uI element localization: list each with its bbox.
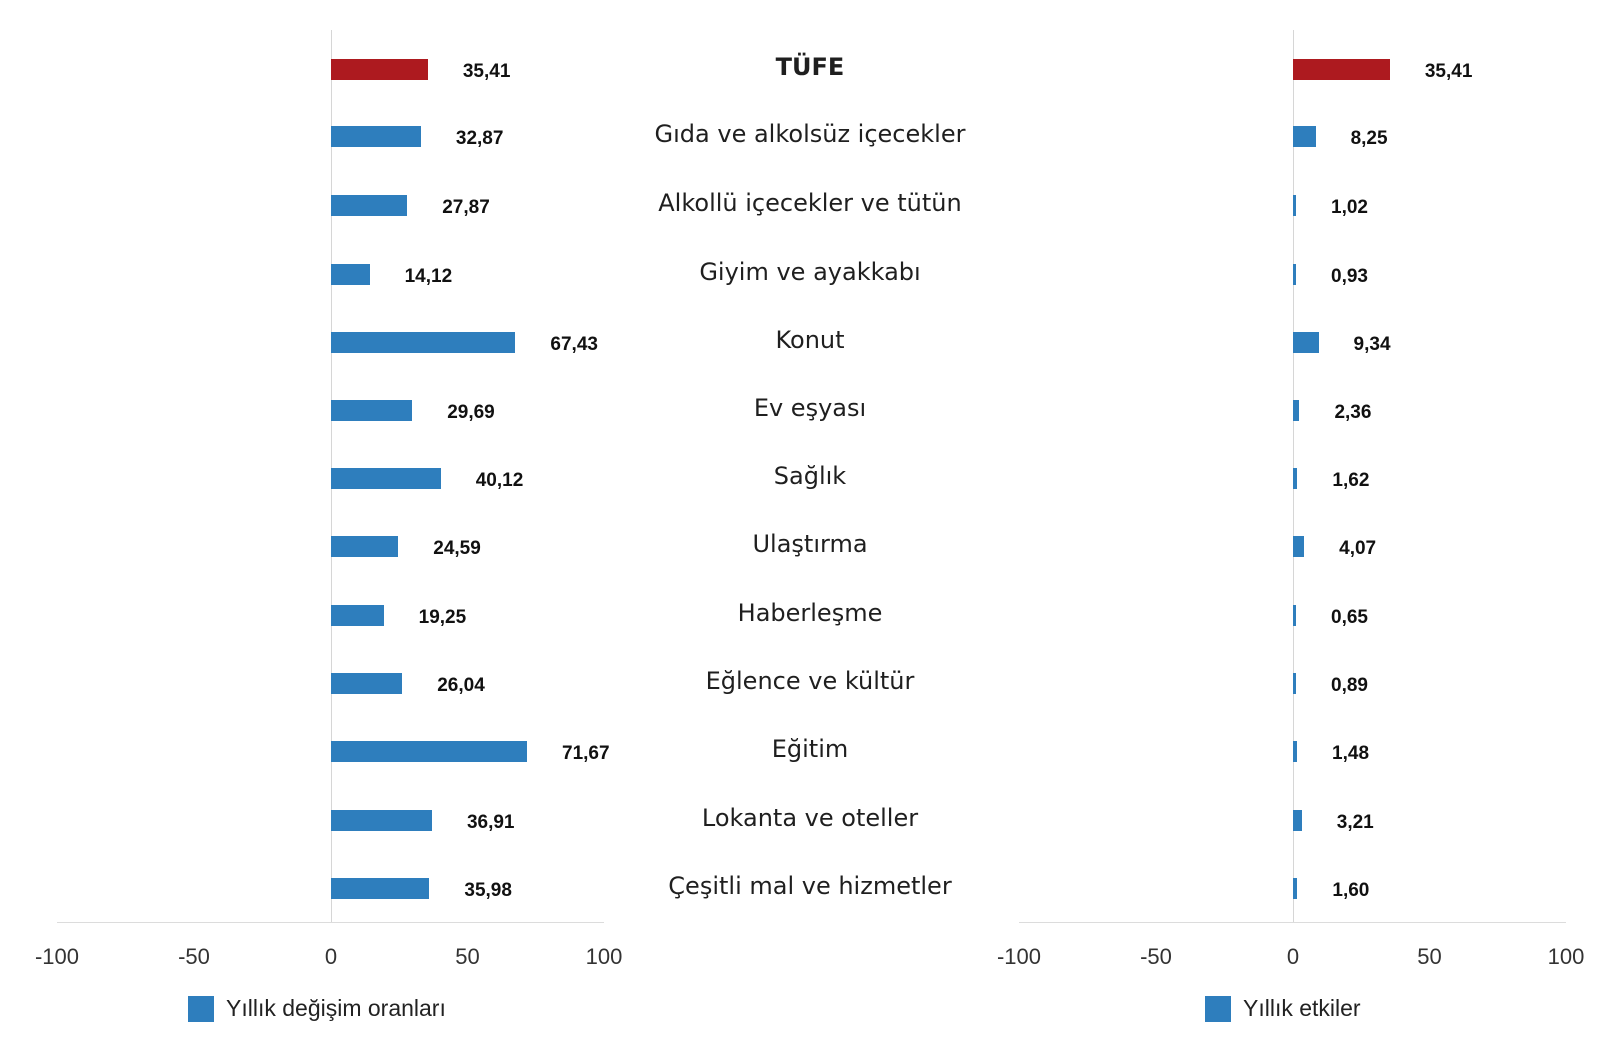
x-tick-label: 50	[1417, 944, 1442, 969]
bar	[331, 741, 528, 762]
value-label: 29,69	[447, 402, 495, 423]
bar	[1293, 741, 1298, 762]
value-label: 1,02	[1331, 197, 1368, 218]
x-tick-label: 100	[1547, 944, 1585, 969]
value-label: 24,59	[433, 538, 481, 559]
bar	[331, 59, 428, 80]
value-label: 19,25	[418, 607, 467, 628]
x-tick-label: -100	[996, 944, 1042, 969]
value-label: 40,12	[475, 470, 524, 491]
value-label: 35,98	[464, 880, 512, 901]
value-label: 14,12	[404, 266, 453, 287]
bar	[1293, 878, 1298, 899]
value-label: 1,60	[1332, 880, 1370, 901]
value-label: 8,25	[1350, 128, 1388, 149]
category-label: Lokanta ve oteller	[701, 804, 919, 832]
value-label: 67,43	[550, 334, 598, 355]
category-label: Ulaştırma	[752, 530, 868, 558]
bar	[1293, 536, 1305, 557]
bar	[1293, 332, 1319, 353]
bar	[331, 468, 441, 489]
value-label: 35,41	[1424, 61, 1473, 82]
category-label: Eğitim	[771, 735, 849, 763]
category-label: Ev eşyası	[753, 394, 867, 422]
category-label: Eğlence ve kültür	[705, 667, 915, 695]
value-label: 36,91	[466, 812, 515, 833]
bar	[1293, 264, 1296, 285]
legend-label: Yıllık değişim oranları	[226, 995, 446, 1021]
bar	[1293, 59, 1390, 80]
x-axis-line	[1019, 922, 1566, 923]
legend-swatch	[1205, 995, 1231, 1022]
x-tick-label: 100	[585, 944, 623, 969]
value-label: 26,04	[437, 675, 485, 696]
bar	[1293, 400, 1300, 421]
x-tick-label: 0	[324, 944, 338, 969]
bar	[331, 195, 408, 216]
x-tick-label: -50	[178, 944, 210, 969]
value-label: 0,65	[1331, 607, 1368, 628]
value-label: 3,21	[1336, 812, 1374, 833]
category-label: TÜFE	[775, 53, 845, 81]
bar	[1293, 673, 1296, 694]
bar	[331, 126, 421, 147]
category-label: Haberleşme	[737, 599, 883, 627]
value-label: 71,67	[562, 743, 610, 764]
category-label: Çeşitli mal ve hizmetler	[668, 872, 952, 900]
value-label: 1,48	[1332, 743, 1370, 764]
bar	[1293, 126, 1316, 147]
value-label: 0,93	[1331, 266, 1368, 287]
category-label: Giyim ve ayakkabı	[699, 258, 921, 286]
value-label: 2,36	[1334, 402, 1372, 423]
x-tick-label: 50	[455, 944, 480, 969]
bar	[331, 264, 370, 285]
legend: Yıllık etkiler	[1205, 995, 1361, 1022]
category-label: Konut	[775, 326, 845, 354]
value-label: 1,62	[1332, 470, 1370, 491]
bar	[331, 673, 403, 694]
bar	[331, 332, 516, 353]
legend-swatch	[188, 995, 214, 1022]
left-bar-chart: 35,41 32,87 27,87 14,12 67,43 29,69 40,12 24,59…	[0, 0, 640, 1054]
bar	[1293, 810, 1302, 831]
bar	[1293, 195, 1296, 216]
x-axis-line	[57, 922, 604, 923]
bar	[331, 400, 413, 421]
category-label: Alkollü içecekler ve tütün	[658, 189, 962, 217]
value-label: 27,87	[442, 197, 490, 218]
category-label: Sağlık	[773, 462, 847, 490]
value-label: 0,89	[1331, 675, 1368, 696]
x-tick-label: -100	[34, 944, 80, 969]
category-label: Gıda ve alkolsüz içecekler	[654, 120, 966, 148]
value-label: 35,41	[462, 61, 511, 82]
value-label: 4,07	[1339, 538, 1377, 559]
legend: Yıllık değişim oranları	[188, 995, 446, 1022]
value-label: 9,34	[1353, 334, 1391, 355]
value-label: 32,87	[455, 128, 504, 149]
bar	[331, 810, 432, 831]
bar	[331, 605, 384, 626]
legend-label: Yıllık etkiler	[1243, 995, 1361, 1021]
x-tick-label: -50	[1140, 944, 1172, 969]
bar	[1293, 468, 1298, 489]
bar	[331, 536, 399, 557]
bar	[331, 878, 430, 899]
x-tick-label: 0	[1286, 944, 1300, 969]
bar	[1293, 605, 1296, 626]
